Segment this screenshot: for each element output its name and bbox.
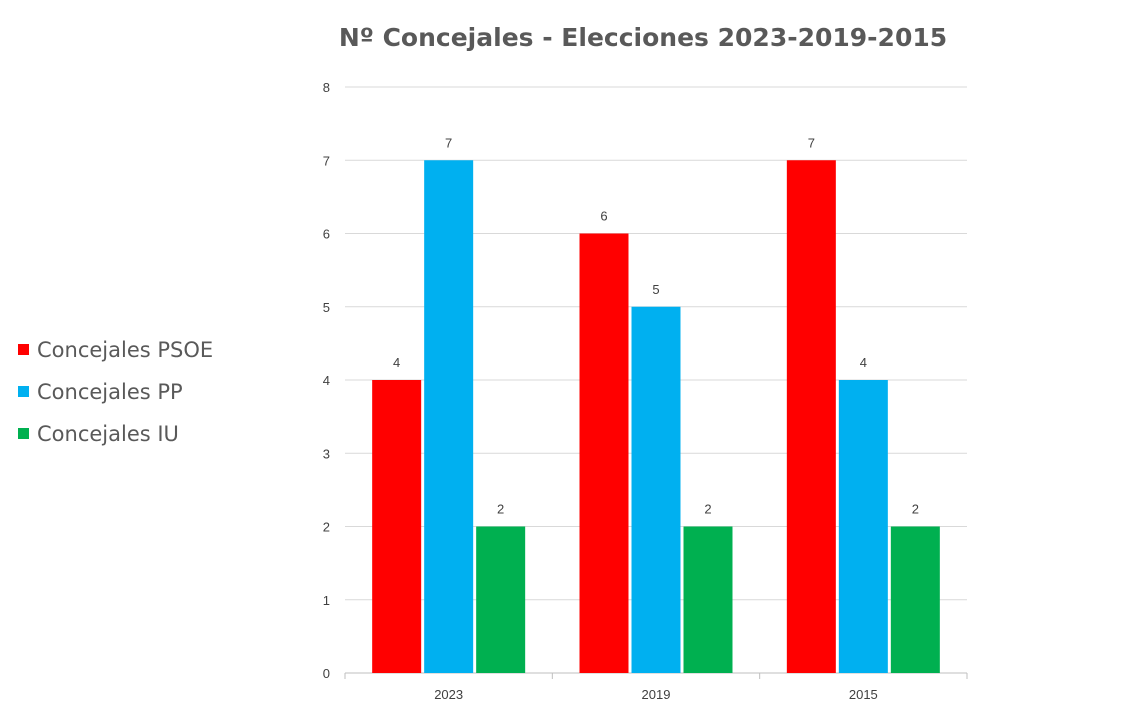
y-tick-label: 2 — [323, 520, 330, 535]
data-label: 2 — [912, 502, 919, 517]
bar — [890, 526, 940, 673]
bar — [838, 380, 888, 673]
legend-swatch — [18, 344, 29, 355]
data-label: 7 — [445, 135, 452, 150]
bar — [786, 160, 836, 673]
legend-swatch — [18, 428, 29, 439]
bar — [683, 526, 733, 673]
y-axis: 0 1 2 3 4 5 6 7 8 — [323, 80, 330, 681]
data-label: 7 — [808, 135, 815, 150]
x-tick-label: 2015 — [849, 687, 878, 702]
data-label: 2 — [704, 502, 711, 517]
legend: Concejales PSOE Concejales PP Concejales I… — [18, 338, 213, 446]
y-tick-label: 1 — [323, 593, 330, 608]
data-label: 2 — [497, 502, 504, 517]
y-tick-label: 0 — [323, 666, 330, 681]
chart-title: Nº Concejales - Elecciones 2023-2019-201… — [339, 23, 947, 52]
y-tick-label: 6 — [323, 227, 330, 242]
data-label: 6 — [600, 209, 607, 224]
bar — [372, 380, 422, 673]
legend-label: Concejales PSOE — [37, 338, 213, 362]
x-tick-label: 2023 — [434, 687, 463, 702]
data-labels: 4 7 2 6 5 2 7 4 2 — [393, 135, 919, 516]
y-tick-label: 5 — [323, 300, 330, 315]
data-label: 4 — [393, 355, 400, 370]
bar — [424, 160, 474, 673]
data-label: 4 — [860, 355, 867, 370]
y-tick-label: 4 — [323, 373, 330, 388]
data-label: 5 — [652, 282, 659, 297]
legend-swatch — [18, 386, 29, 397]
bar — [579, 233, 629, 673]
y-tick-label: 7 — [323, 153, 330, 168]
bar — [476, 526, 526, 673]
x-tick-label: 2019 — [642, 687, 671, 702]
y-tick-label: 8 — [323, 80, 330, 95]
legend-label: Concejales IU — [37, 422, 179, 446]
legend-label: Concejales PP — [37, 380, 183, 404]
y-tick-label: 3 — [323, 446, 330, 461]
bars — [372, 160, 940, 673]
bar — [631, 306, 681, 673]
x-axis: 2023 2019 2015 — [344, 672, 968, 702]
